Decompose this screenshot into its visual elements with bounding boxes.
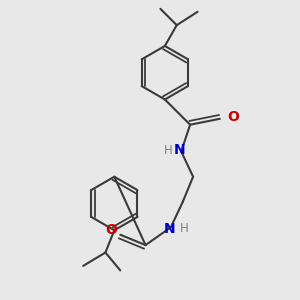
Text: N: N [164, 222, 175, 236]
Text: O: O [227, 110, 239, 124]
Text: N: N [174, 143, 185, 157]
Text: H: H [164, 143, 172, 157]
Text: H: H [180, 222, 189, 235]
Text: O: O [105, 223, 117, 237]
